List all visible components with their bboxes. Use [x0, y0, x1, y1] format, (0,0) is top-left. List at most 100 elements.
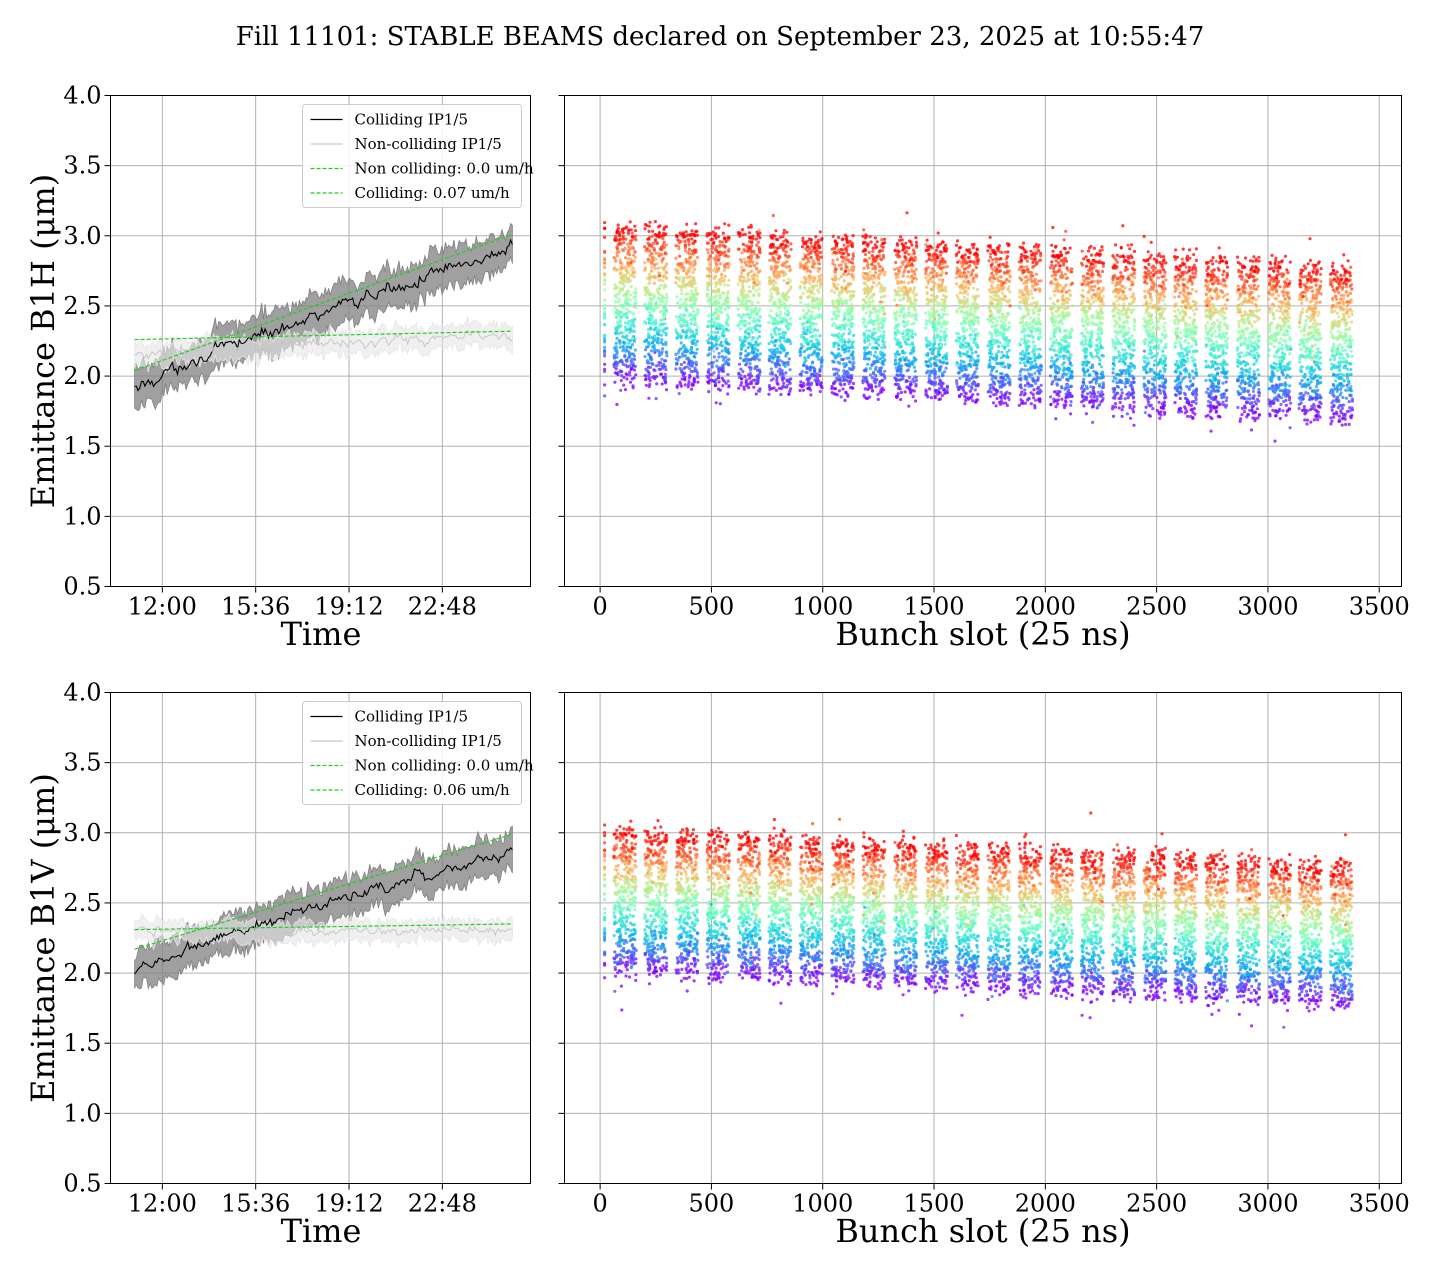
bunch-point — [1240, 406, 1244, 410]
bunch-point — [1243, 389, 1247, 393]
bunch-point — [1070, 376, 1074, 380]
bunch-point — [1330, 362, 1334, 366]
bunch-point — [1115, 337, 1119, 341]
bunch-point — [895, 323, 899, 327]
bunch-point — [1193, 358, 1197, 362]
bunch-point — [676, 358, 680, 362]
bunch-point — [839, 323, 843, 327]
bunch-point — [739, 352, 743, 356]
bunch-point — [1237, 359, 1241, 363]
bunch-point — [1054, 339, 1058, 343]
bunch-point — [879, 350, 883, 354]
bunch-point — [1118, 373, 1122, 377]
bunch-point — [687, 362, 691, 366]
bunch-point — [614, 295, 619, 299]
bunch-point — [612, 346, 617, 350]
bunch-point — [647, 352, 651, 356]
bunch-point — [1188, 379, 1192, 383]
bunch-point — [1091, 365, 1095, 369]
bunch-point — [1055, 353, 1059, 357]
bunch-point — [941, 356, 946, 360]
bunch-point — [1000, 364, 1004, 369]
bunch-point — [1150, 388, 1154, 392]
bunch-point — [1210, 385, 1214, 390]
bunch-point — [1008, 378, 1012, 382]
bunch-point — [1192, 363, 1196, 367]
bunch-point — [683, 345, 687, 349]
bunch-point — [1257, 373, 1261, 377]
bunch-point — [869, 352, 873, 356]
bunch-point — [756, 318, 760, 322]
bunch-point — [1085, 330, 1089, 335]
bunch-point — [1100, 390, 1104, 394]
bunch-point — [1177, 351, 1181, 355]
bunch-point — [1156, 362, 1161, 366]
bunch-point — [752, 317, 757, 321]
bunch-point — [1085, 350, 1089, 354]
bunch-point — [652, 307, 656, 311]
bunch-point — [1004, 355, 1009, 359]
bunch-point — [752, 385, 756, 389]
bunch-point — [1163, 386, 1167, 390]
bunch-point — [847, 379, 851, 383]
bunch-point — [621, 349, 625, 353]
bunch-point — [614, 315, 618, 319]
bunch-point — [968, 362, 972, 367]
bunch-point — [644, 377, 648, 381]
bunch-point — [1100, 372, 1104, 377]
bunch-point — [750, 301, 754, 305]
bunch-point — [750, 315, 754, 319]
bunch-point — [716, 376, 721, 380]
bunch-point — [772, 328, 776, 332]
bunch-point — [1061, 373, 1065, 377]
bunch-point — [1350, 354, 1354, 359]
bunch-point — [841, 345, 845, 349]
bunch-point — [833, 354, 837, 358]
bunch-point — [744, 349, 748, 353]
bunch-point — [740, 314, 744, 318]
bunch-point — [621, 362, 625, 366]
bunch-point — [973, 370, 977, 374]
bunch-point — [754, 341, 758, 345]
bunch-point — [1314, 351, 1319, 355]
bunch-point — [1116, 385, 1121, 389]
bunch-point — [1206, 404, 1210, 408]
bunch-point — [1147, 403, 1151, 407]
bunch-point — [970, 356, 974, 360]
bunch-point — [789, 341, 793, 346]
bunch-point — [1027, 384, 1031, 388]
bunch-point — [1101, 346, 1105, 350]
bunch-point — [690, 364, 695, 368]
bunch-point — [754, 392, 758, 396]
bunch-point — [805, 377, 809, 381]
bunch-point — [644, 321, 648, 325]
bunch-point — [1189, 404, 1194, 408]
bunch-point — [1019, 376, 1023, 380]
bunch-point — [843, 311, 847, 315]
bunch-point — [1049, 365, 1053, 369]
bunch-point — [692, 309, 696, 313]
bunch-point — [709, 335, 714, 339]
bunch-point — [783, 312, 787, 316]
bunch-point — [1090, 330, 1094, 334]
bunch-point — [1028, 329, 1033, 333]
bunch-point — [945, 361, 949, 365]
bunch-point — [772, 318, 776, 322]
bunch-point — [1223, 375, 1227, 379]
bunch-point — [1120, 388, 1124, 392]
bunch-point — [776, 369, 780, 373]
bunch-point — [1154, 354, 1158, 358]
bunch-point — [1050, 347, 1054, 351]
bunch-point — [924, 311, 928, 315]
bunch-point — [1035, 379, 1039, 383]
bunch-point — [1081, 343, 1085, 347]
bunch-point — [970, 385, 974, 389]
bunch-point — [654, 397, 658, 401]
bunch-point — [936, 350, 940, 354]
bunch-point — [914, 382, 918, 386]
bunch-point — [1163, 370, 1167, 374]
bunch-point — [1062, 406, 1067, 410]
bunch-point — [644, 345, 649, 349]
bunch-point — [956, 385, 960, 389]
bunch-point — [832, 380, 837, 384]
